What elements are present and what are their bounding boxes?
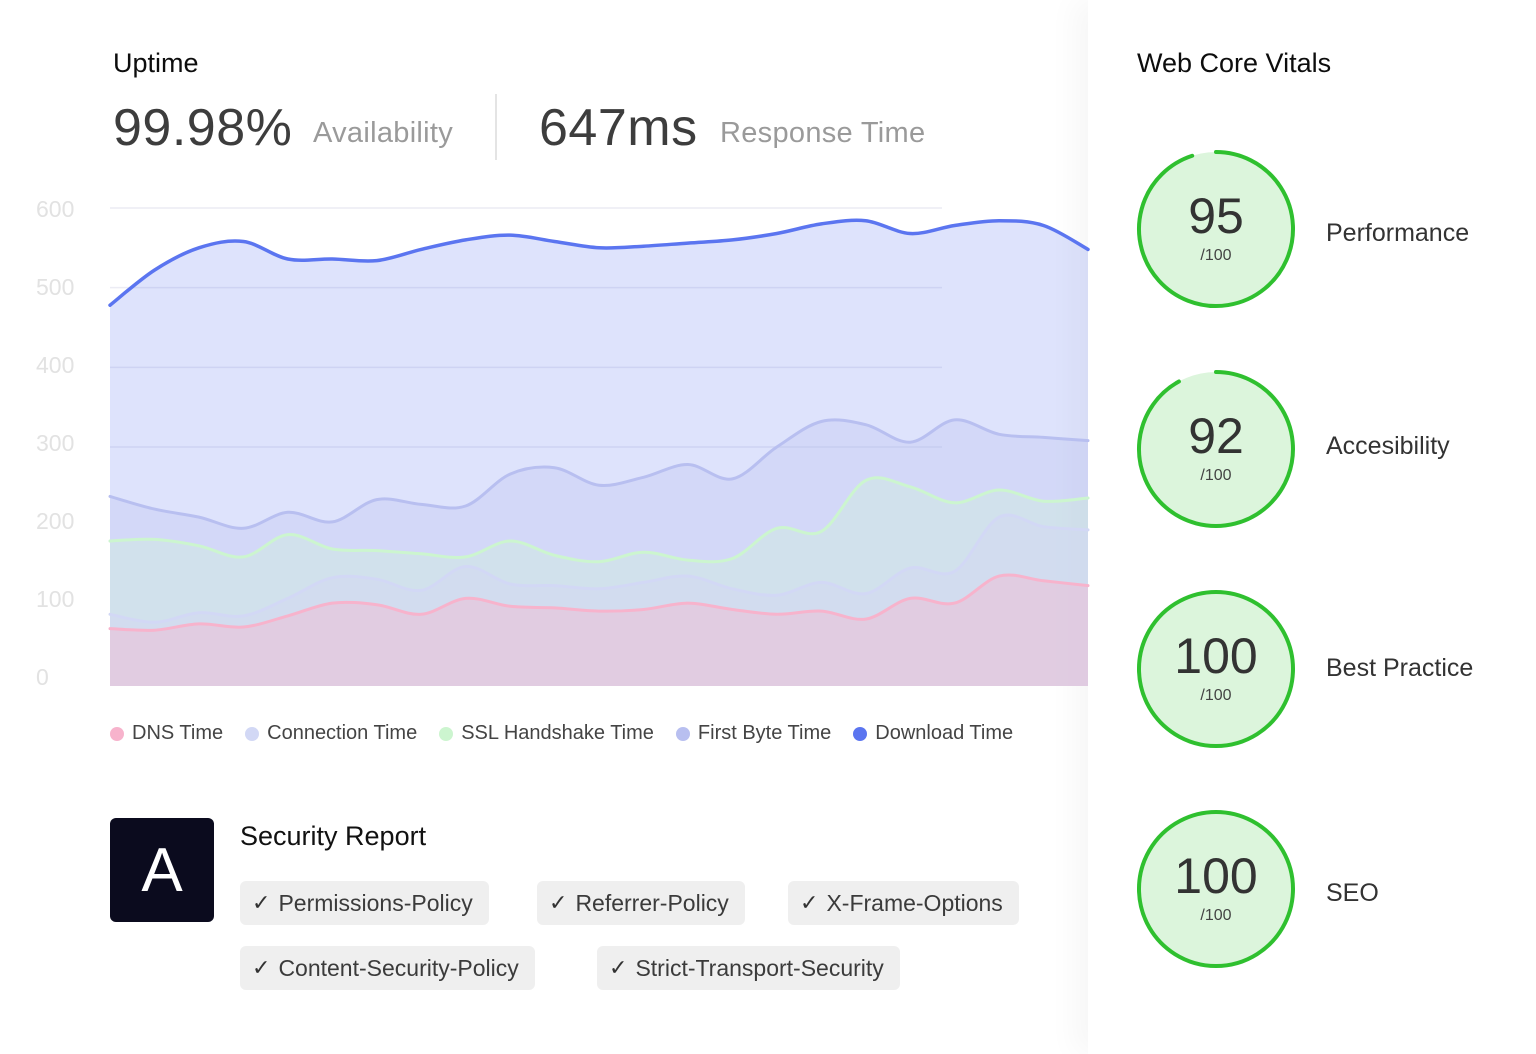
line-dns-time [108, 573, 1090, 632]
area-ssl-handshake-time [110, 477, 1088, 686]
score-ring [1137, 810, 1295, 968]
score-ring-arc [1137, 590, 1295, 748]
score-max-label: /100 [1200, 687, 1232, 704]
score-ring-fill [1139, 152, 1293, 306]
security-header-label: Permissions-Policy [278, 889, 473, 916]
area-connection-time [110, 515, 1088, 686]
score-ring [1137, 370, 1295, 528]
y-tick-label: 400 [36, 352, 75, 378]
check-icon: ✓ [609, 955, 628, 980]
metric-divider [495, 94, 497, 160]
legend-label: Download Time [875, 722, 1014, 744]
legend-item-first-byte-time[interactable]: First Byte Time [675, 722, 832, 745]
y-tick-label: 0 [36, 664, 49, 690]
security-report-title: Security Report [240, 821, 427, 851]
security-header-pill: ✓ X-Frame-Options [788, 881, 1019, 925]
security-header-pill: ✓ Permissions-Policy [240, 881, 489, 925]
score-ring-arc [1137, 810, 1295, 968]
line-first-byte-time [108, 418, 1090, 530]
security-header-pill: ✓ Referrer-Policy [537, 881, 745, 925]
legend-label: SSL Handshake Time [461, 722, 654, 744]
y-tick-label: 600 [36, 196, 75, 222]
seo-score: 100 [1174, 848, 1258, 904]
security-grade-badge: A [110, 818, 214, 922]
best-practice-label: Best Practice [1326, 654, 1474, 682]
legend-dot-icon [853, 726, 868, 741]
security-header-label: Strict-Transport-Security [635, 954, 884, 981]
best-practice-score-gauge: 100 /100 [1136, 589, 1296, 749]
legend-item-ssl-handshake-time[interactable]: SSL Handshake Time [439, 722, 654, 745]
line-download-time [108, 218, 1090, 307]
score-max-label: /100 [1200, 467, 1232, 484]
web-core-vitals-title: Web Core Vitals [1137, 48, 1332, 78]
legend-label: Connection Time [267, 722, 418, 744]
legend-dot-icon [675, 726, 690, 741]
area-first-byte-time [110, 419, 1088, 686]
score-ring-fill [1139, 592, 1293, 746]
legend-label: First Byte Time [697, 722, 832, 744]
score-ring [1137, 590, 1295, 748]
legend-dot-icon [245, 726, 260, 741]
security-header-label: X-Frame-Options [826, 889, 1003, 916]
accessibility-label: Accesibility [1326, 432, 1450, 460]
score-ring [1137, 150, 1295, 308]
legend-dot-icon [110, 726, 124, 741]
legend-item-dns-time[interactable]: DNS Time [110, 722, 223, 745]
check-icon: ✓ [252, 890, 271, 915]
availability-label: Availability [313, 117, 454, 149]
legend-label: DNS Time [132, 722, 224, 744]
line-connection-time [108, 513, 1090, 624]
y-tick-label: 300 [36, 430, 75, 456]
accessibility-score-gauge: 92 /100 [1136, 369, 1296, 529]
response-time-label: Response Time [720, 117, 926, 149]
score-ring-arc [1137, 370, 1295, 528]
security-header-pill: ✓ Strict-Transport-Security [597, 946, 900, 990]
response-time-value: 647ms [539, 99, 698, 157]
y-tick-label: 200 [36, 508, 75, 534]
score-max-label: /100 [1200, 907, 1232, 924]
uptime-title: Uptime [113, 48, 199, 78]
legend-dot-icon [439, 726, 454, 741]
seo-score-gauge: 100 /100 [1136, 809, 1296, 969]
score-ring-fill [1139, 812, 1293, 966]
y-tick-label: 100 [36, 586, 75, 612]
check-icon: ✓ [800, 890, 819, 915]
performance-score: 95 [1188, 188, 1244, 244]
legend-item-connection-time[interactable]: Connection Time [245, 722, 417, 745]
y-tick-label: 500 [36, 274, 75, 300]
accessibility-score: 92 [1188, 408, 1244, 464]
seo-label: SEO [1326, 879, 1379, 907]
best-practice-score: 100 [1174, 628, 1258, 684]
area-download-time [110, 220, 1088, 686]
check-icon: ✓ [549, 890, 568, 915]
chart-legend: DNS Time Connection Time SSL Handshake T… [110, 722, 1013, 745]
performance-label: Performance [1326, 219, 1470, 247]
security-header-pill: ✓ Content-Security-Policy [240, 946, 535, 990]
legend-item-download-time[interactable]: Download Time [853, 722, 1013, 745]
score-ring-fill [1139, 372, 1293, 526]
security-header-label: Referrer-Policy [575, 889, 729, 916]
score-ring-arc [1137, 150, 1295, 308]
performance-score-gauge: 95 /100 [1136, 149, 1296, 309]
score-max-label: /100 [1200, 247, 1232, 264]
line-ssl-handshake-time [108, 476, 1090, 564]
check-icon: ✓ [252, 955, 271, 980]
security-header-label: Content-Security-Policy [278, 954, 519, 981]
availability-value: 99.98% [113, 99, 293, 157]
